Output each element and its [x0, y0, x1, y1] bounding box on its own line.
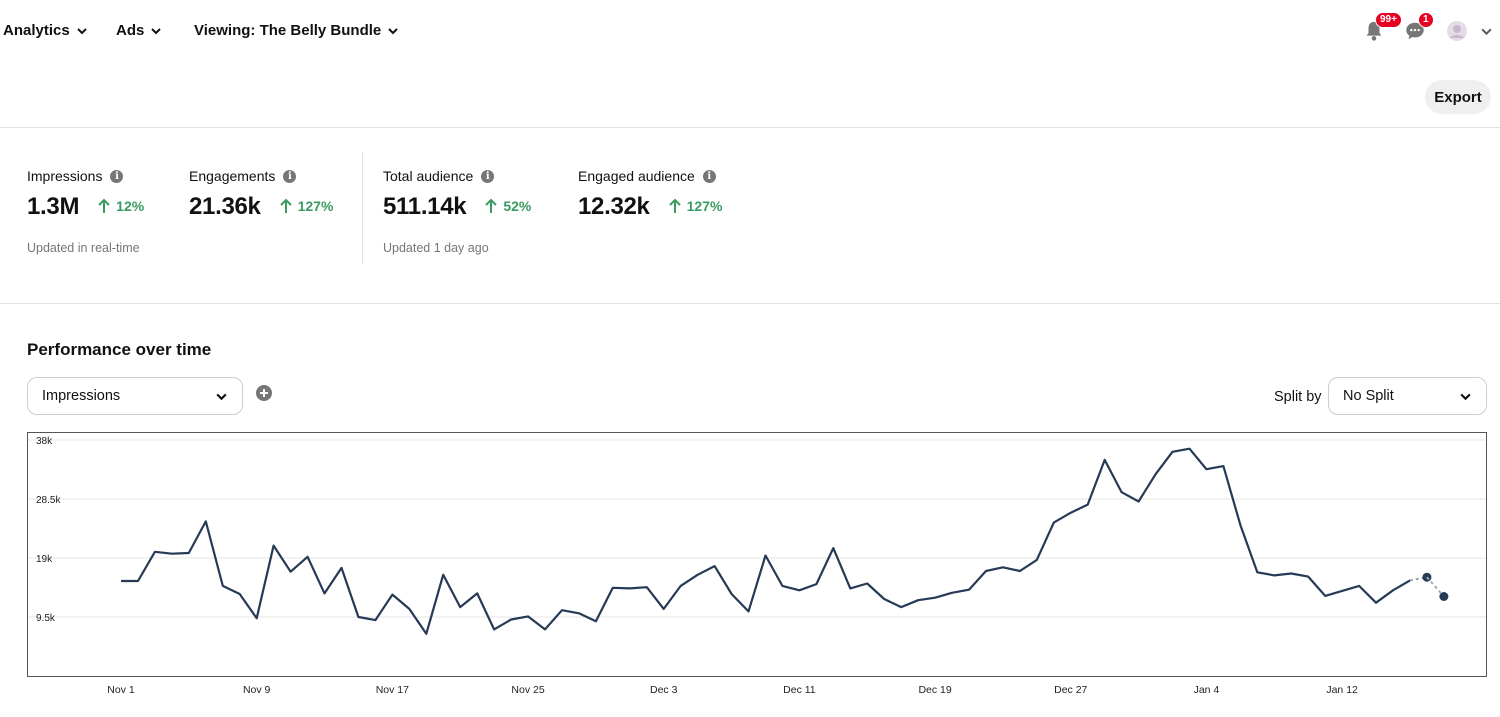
chevron-down-icon: [151, 27, 162, 34]
performance-chart[interactable]: 9.5k 19k 28.5k 38k Nov 1 Nov 9 Nov 17 Nov 25 Dec…: [27, 432, 1487, 717]
divider: [0, 127, 1500, 128]
info-icon[interactable]: i: [702, 169, 716, 183]
metrics-divider: [362, 152, 363, 264]
add-metric-button[interactable]: [256, 385, 272, 401]
arrow-up-icon: [668, 198, 681, 213]
updated-realtime-text: Updated in real-time: [27, 241, 140, 255]
info-icon[interactable]: i: [481, 169, 495, 183]
chart-frame: [27, 432, 1487, 677]
metric-change: 127%: [279, 198, 334, 214]
metric-change-value: 127%: [686, 198, 723, 214]
section-title: Performance over time: [27, 340, 212, 359]
metric-label: Engaged audience: [578, 168, 695, 184]
y-tick-label: 38k: [36, 436, 53, 447]
metric-change-value: 12%: [116, 198, 145, 214]
metric-engaged-audience: Engaged audience i 12.32k 127%: [578, 168, 722, 221]
messages-button[interactable]: 1: [1402, 12, 1434, 44]
x-tick-label: Nov 17: [376, 684, 409, 696]
analytics-menu[interactable]: Analytics: [3, 22, 88, 39]
viewing-account-label: Viewing: The Belly Bundle: [194, 22, 382, 39]
analytics-menu-label: Analytics: [3, 22, 70, 39]
x-tick-label: Dec 27: [1054, 684, 1087, 696]
impressions-series-line: [121, 447, 1411, 635]
top-bar: Analytics Ads Viewing: The Belly Bundle …: [0, 0, 1500, 62]
projected-point: [1439, 592, 1449, 602]
notifications-button[interactable]: 99+: [1361, 12, 1402, 44]
x-tick-label: Nov 1: [107, 684, 135, 696]
metric-impressions: Impressions i 1.3M 12%: [27, 168, 144, 221]
viewing-account-menu[interactable]: Viewing: The Belly Bundle: [194, 22, 399, 39]
notifications-badge: 99+: [1375, 12, 1402, 28]
metric-label: Total audience: [383, 168, 474, 184]
metric-value: 21.36k: [189, 193, 261, 220]
info-icon[interactable]: i: [110, 169, 124, 183]
chevron-down-icon: [216, 393, 227, 400]
account-chevron-down-icon[interactable]: [1480, 25, 1493, 38]
messages-badge: 1: [1418, 12, 1434, 28]
chevron-down-icon: [388, 27, 398, 34]
metric-value: 511.14k: [383, 193, 467, 220]
chat-bubble-icon: [1406, 22, 1424, 40]
arrow-up-icon: [485, 198, 498, 213]
account-avatar-button[interactable]: [1444, 18, 1470, 44]
y-tick-label: 9.5k: [36, 613, 56, 624]
y-tick-label: 19k: [36, 554, 53, 565]
metric-value: 1.3M: [27, 193, 80, 220]
info-icon[interactable]: i: [283, 169, 297, 183]
ads-menu[interactable]: Ads: [116, 22, 162, 39]
split-by-label: Split by: [1274, 389, 1322, 405]
projected-line: [1426, 576, 1445, 598]
arrow-up-icon: [98, 198, 110, 213]
x-tick-label: Dec 19: [918, 684, 951, 696]
chevron-down-icon: [76, 27, 87, 34]
metric-change: 12%: [97, 198, 144, 214]
x-tick-label: Dec 11: [783, 684, 816, 696]
metric-label: Impressions: [27, 168, 103, 184]
metric-select[interactable]: Impressions: [27, 377, 243, 415]
metric-value: 12.32k: [578, 193, 650, 220]
metric-change: 127%: [668, 198, 723, 214]
x-tick-label: Jan 12: [1326, 684, 1358, 696]
divider: [0, 303, 1500, 304]
x-tick-label: Nov 25: [511, 684, 544, 696]
y-tick-label: 28.5k: [36, 495, 61, 506]
x-tick-label: Jan 4: [1194, 684, 1220, 696]
metric-engagements: Engagements i 21.36k 127%: [189, 168, 333, 221]
metric-change-value: 127%: [297, 198, 334, 214]
x-tick-label: Dec 3: [650, 684, 678, 696]
avatar: [1447, 21, 1467, 41]
x-tick-label: Nov 9: [243, 684, 271, 696]
updated-audience-text: Updated 1 day ago: [383, 241, 489, 255]
metric-change-value: 52%: [503, 198, 532, 214]
metric-select-value: Impressions: [42, 388, 121, 404]
chevron-down-icon: [1460, 393, 1471, 400]
plus-icon: [260, 389, 268, 397]
metric-label: Engagements: [189, 168, 276, 184]
metric-total-audience: Total audience i 511.14k 52%: [383, 168, 531, 221]
ads-menu-label: Ads: [116, 22, 145, 39]
arrow-up-icon: [279, 198, 292, 213]
split-select[interactable]: No Split: [1328, 377, 1487, 415]
export-button[interactable]: Export: [1425, 80, 1491, 114]
metric-change: 52%: [484, 198, 531, 214]
split-select-value: No Split: [1343, 388, 1394, 404]
